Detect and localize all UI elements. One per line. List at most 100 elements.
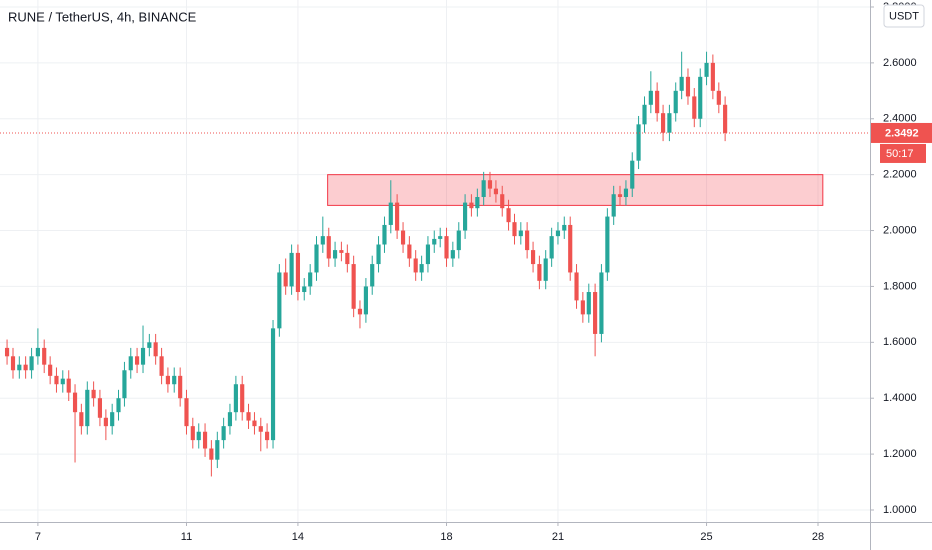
y-tick-label: 1.8000 xyxy=(883,280,917,292)
candle-body xyxy=(110,412,115,427)
candle-body xyxy=(388,202,393,225)
x-tick-label: 25 xyxy=(700,531,712,543)
candle-body xyxy=(159,356,164,376)
countdown-label: 50:17 xyxy=(886,148,914,160)
candle-body xyxy=(469,202,474,209)
candle-body xyxy=(17,364,22,371)
candle-body xyxy=(679,76,684,91)
candle-body xyxy=(493,188,499,195)
candle-body xyxy=(549,236,554,259)
candle-body xyxy=(704,62,709,77)
candle-body xyxy=(10,356,16,371)
candle-body xyxy=(134,356,140,365)
candle-body xyxy=(23,364,28,371)
candle-body xyxy=(215,440,220,460)
candle-body xyxy=(543,258,548,281)
candle-body xyxy=(172,375,177,385)
candle-body xyxy=(555,230,561,237)
zone-layer xyxy=(327,174,824,206)
candle-body xyxy=(196,431,201,441)
candle-body xyxy=(623,188,629,198)
candle-body xyxy=(357,308,363,315)
candle-body xyxy=(395,202,400,231)
candle-body xyxy=(221,426,226,441)
candle-body xyxy=(308,272,313,287)
candle-body xyxy=(332,250,338,259)
candle-body xyxy=(655,90,660,114)
candle-body xyxy=(246,412,251,421)
candle-body xyxy=(661,113,666,133)
candle-body xyxy=(630,160,635,189)
x-tick-label: 14 xyxy=(292,531,304,543)
candle-body xyxy=(716,90,721,105)
candle-body xyxy=(314,244,319,273)
x-tick-label: 11 xyxy=(181,531,192,543)
candle-body xyxy=(91,389,96,399)
candles xyxy=(0,51,870,477)
candle-body xyxy=(363,286,368,315)
candle-body xyxy=(642,104,647,125)
y-tick-label: 2.6000 xyxy=(883,57,917,69)
y-tick-label: 2.2000 xyxy=(883,169,917,181)
candle-body xyxy=(351,264,356,309)
resistance-zone xyxy=(327,174,824,206)
candle-body xyxy=(456,230,461,251)
candle-body xyxy=(345,252,350,265)
candle-body xyxy=(636,124,641,161)
candle-body xyxy=(444,236,449,259)
candle-body xyxy=(574,272,579,301)
candle-body xyxy=(240,384,245,413)
y-tick-label: 2.0000 xyxy=(883,224,917,236)
currency-badge[interactable] xyxy=(883,4,925,28)
grid xyxy=(0,0,870,522)
candle-body xyxy=(85,389,90,427)
candle-body xyxy=(320,236,325,245)
last-price-badge xyxy=(871,122,932,143)
currency-label: USDT xyxy=(889,10,919,22)
candle-body xyxy=(586,292,591,315)
candle-body xyxy=(487,180,493,189)
candle-body xyxy=(413,258,418,273)
candle-body xyxy=(29,356,34,371)
y-tick-label: 1.0000 xyxy=(883,504,917,516)
candle-body xyxy=(710,62,715,91)
candle-body xyxy=(79,412,84,427)
candle-body xyxy=(673,90,678,114)
candle-body xyxy=(165,375,170,385)
candle-body xyxy=(252,420,257,427)
candle-body xyxy=(258,426,263,432)
candle-body xyxy=(562,224,567,231)
candle-body xyxy=(128,356,133,371)
candle-body xyxy=(140,347,146,365)
candle-body xyxy=(685,76,691,97)
candle-body xyxy=(265,431,270,441)
x-tick-label: 7 xyxy=(35,531,41,543)
y-tick-label: 2.4000 xyxy=(883,113,917,125)
candle-body xyxy=(295,252,301,293)
last-price-label: 2.3492 xyxy=(885,127,919,139)
candle-body xyxy=(425,244,431,265)
candle-body xyxy=(184,398,189,427)
candle-body xyxy=(648,90,653,105)
candle-body xyxy=(302,286,307,293)
candle-body xyxy=(593,292,598,334)
candle-body xyxy=(283,272,288,287)
candle-body xyxy=(153,342,158,357)
candle-body xyxy=(48,364,53,376)
candle-body xyxy=(339,250,344,253)
candle-body xyxy=(667,113,672,133)
countdown-badge xyxy=(880,143,926,163)
candle-body xyxy=(518,230,523,237)
candle-body xyxy=(97,398,103,418)
candle-body xyxy=(580,300,585,315)
candle-body xyxy=(400,230,406,245)
candle-body xyxy=(617,194,623,198)
y-tick-label: 1.4000 xyxy=(883,392,917,404)
candle-body xyxy=(692,96,697,119)
chart-title: RUNE / TetherUS, 4h, BINANCE xyxy=(8,9,197,24)
y-tick-label: 1.2000 xyxy=(883,448,917,460)
candle-body xyxy=(72,392,78,413)
candle-body xyxy=(475,197,480,209)
